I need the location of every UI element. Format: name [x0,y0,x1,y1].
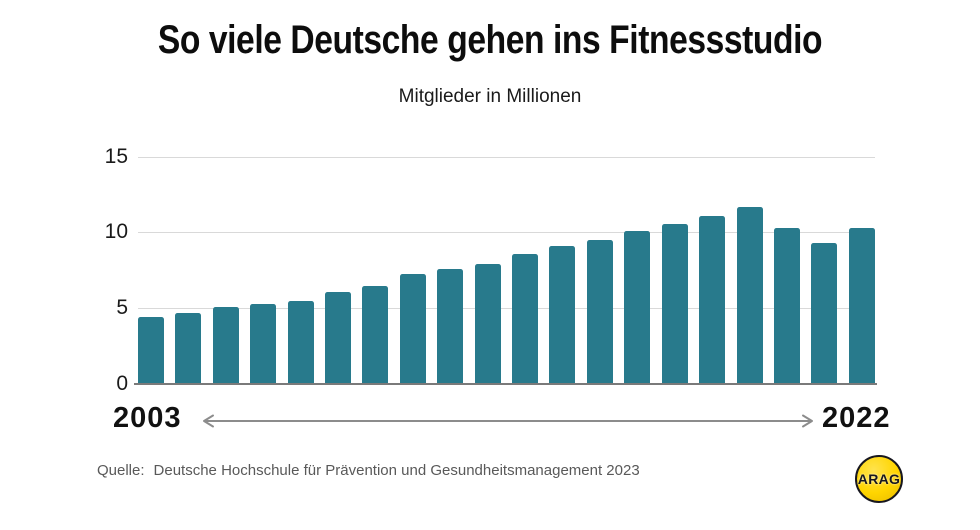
bar-2021 [811,243,838,384]
bar-2020 [773,228,800,384]
bar-2008 [325,291,352,384]
y-axis-tick-5: 5 [116,296,128,319]
bar-2006 [250,303,277,384]
bar-2017 [661,223,688,384]
y-axis-tick-10: 10 [104,220,128,243]
bar-2014 [549,246,576,384]
bars-container [138,157,875,384]
gridline-15 [138,157,875,158]
bar-2005 [212,306,239,384]
source-note: Quelle: Deutsche Hochschule für Präventio… [97,462,640,479]
chart-subtitle: Mitglieder in Millionen [398,86,582,107]
chart-title: So viele Deutsche gehen ins Fitnessstudi… [157,18,823,62]
double-arrow-icon [203,414,813,428]
bar-2022 [848,228,875,384]
plot-area [134,157,877,385]
bar-2012 [474,264,501,384]
bar-2010 [399,273,426,384]
gridline-10 [138,232,875,233]
bar-2004 [175,312,202,384]
bar-2015 [586,240,613,384]
bar-2018 [699,216,726,384]
bar-2009 [362,285,389,384]
arag-logo: ARAG [855,455,903,503]
bar-2016 [624,231,651,384]
bar-2007 [287,300,314,384]
bar-2019 [736,206,763,384]
bar-2003 [138,317,164,384]
x-axis-end-year-label: 2022 [822,402,891,434]
source-label: Quelle: [97,462,145,479]
y-axis-tick-0: 0 [116,372,128,395]
arag-logo-text: ARAG [857,471,901,487]
source-text: Deutsche Hochschule für Prävention und G… [153,462,640,479]
y-axis-tick-15: 15 [104,145,128,168]
x-axis-baseline [134,383,877,385]
bar-2011 [437,269,464,384]
gridline-5 [138,308,875,309]
bar-2013 [512,253,539,384]
x-axis-start-year-label: 2003 [113,402,182,434]
